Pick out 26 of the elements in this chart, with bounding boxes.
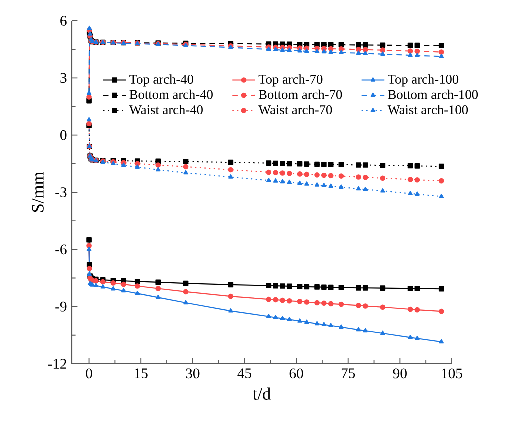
legend-label: Top arch-40 [130,74,194,87]
y-tick-label: 3 [60,73,67,84]
x-axis-title: t/d [253,388,271,400]
legend-label: Top arch-70 [258,74,323,87]
x-tick-label: 75 [342,368,356,378]
x-tick-label: 30 [186,368,200,379]
legend-label: Waist arch-100 [388,105,468,115]
y-tick-label: 0 [60,130,67,140]
x-tick-label: 105 [442,368,462,379]
y-axis-title: S/mm [32,172,44,212]
legend-label: Waist arch-40 [129,105,203,115]
legend-label: Bottom arch-100 [388,90,478,100]
y-tick-label: -9 [56,302,67,312]
x-tick-label: 60 [290,368,304,379]
y-tick-label: -12 [48,359,66,369]
x-tick-label: 0 [86,368,92,379]
y-tick-label: -3 [56,188,67,198]
y-tick-label: -6 [56,244,67,255]
x-tick-label: 15 [135,368,148,379]
legend-label: Waist arch-70 [258,105,332,115]
legend-label: Bottom arch-40 [130,90,213,100]
y-tick-label: 6 [60,16,67,26]
x-tick-label: 45 [238,368,252,378]
x-tick-label: 90 [393,368,407,379]
legend-label: Top arch-100 [388,74,459,87]
legend-label: Bottom arch-70 [258,90,342,100]
